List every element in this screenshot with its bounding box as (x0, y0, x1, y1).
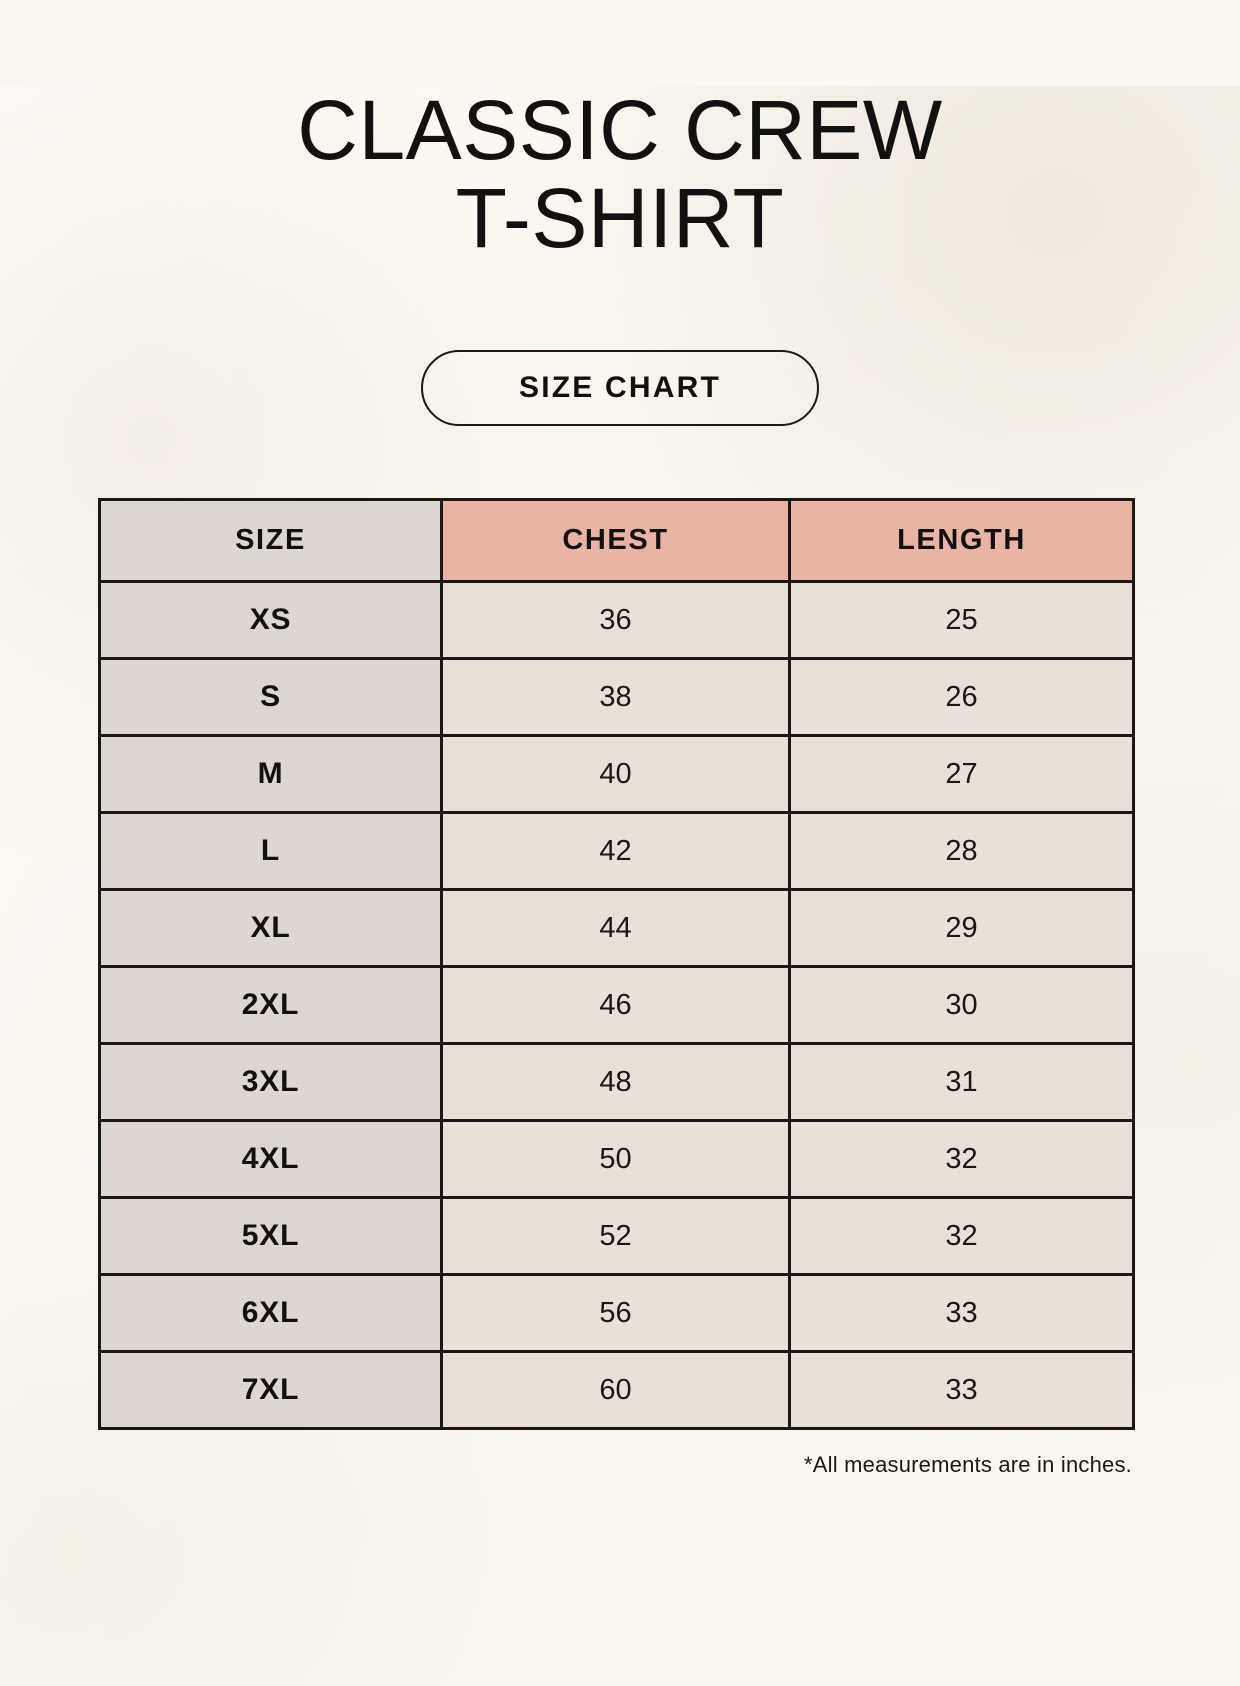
cell-size: 7XL (98, 1350, 443, 1431)
cell-size: M (98, 734, 443, 815)
cell-chest: 56 (440, 1273, 791, 1354)
page-title: CLASSIC CREW T-SHIRT (297, 83, 943, 266)
cell-length: 33 (788, 1273, 1135, 1354)
column-header-length: LENGTH (788, 498, 1135, 584)
table-row: M 40 27 (98, 734, 1135, 815)
cell-length: 25 (788, 580, 1135, 661)
table-row: 3XL 48 31 (98, 1042, 1135, 1123)
measurement-footnote: *All measurements are in inches. (804, 1452, 1132, 1478)
table-row: 7XL 60 33 (98, 1350, 1135, 1431)
size-chart-table: SIZE CHEST LENGTH XS 36 25 S 38 26 M 40 27 L 42 28 X… (98, 498, 1135, 1431)
cell-length: 33 (788, 1350, 1135, 1431)
cell-size: 4XL (98, 1119, 443, 1200)
size-chart-badge: SIZE CHART (421, 350, 819, 427)
table-row: 5XL 52 32 (98, 1196, 1135, 1277)
cell-length: 31 (788, 1042, 1135, 1123)
table-row: S 38 26 (98, 657, 1135, 738)
table-row: 2XL 46 30 (98, 965, 1135, 1046)
cell-size: 2XL (98, 965, 443, 1046)
cell-length: 32 (788, 1119, 1135, 1200)
cell-chest: 46 (440, 965, 791, 1046)
table-row: 6XL 56 33 (98, 1273, 1135, 1354)
table-row: 4XL 50 32 (98, 1119, 1135, 1200)
cell-chest: 36 (440, 580, 791, 661)
cell-length: 27 (788, 734, 1135, 815)
table-row: XL 44 29 (98, 888, 1135, 969)
table-header-row: SIZE CHEST LENGTH (98, 498, 1135, 584)
cell-length: 30 (788, 965, 1135, 1046)
cell-length: 26 (788, 657, 1135, 738)
cell-chest: 38 (440, 657, 791, 738)
column-header-chest: CHEST (440, 498, 791, 584)
cell-chest: 42 (440, 811, 791, 892)
cell-chest: 40 (440, 734, 791, 815)
size-chart-table-container: SIZE CHEST LENGTH XS 36 25 S 38 26 M 40 27 L 42 28 X… (98, 498, 1142, 1478)
cell-size: S (98, 657, 443, 738)
cell-size: 5XL (98, 1196, 443, 1277)
cell-chest: 60 (440, 1350, 791, 1431)
cell-length: 32 (788, 1196, 1135, 1277)
cell-chest: 50 (440, 1119, 791, 1200)
cell-length: 28 (788, 811, 1135, 892)
table-header: SIZE CHEST LENGTH (98, 498, 1135, 584)
cell-chest: 48 (440, 1042, 791, 1123)
cell-size: 6XL (98, 1273, 443, 1354)
cell-size: XL (98, 888, 443, 969)
cell-chest: 52 (440, 1196, 791, 1277)
column-header-size: SIZE (98, 498, 443, 584)
cell-chest: 44 (440, 888, 791, 969)
cell-size: L (98, 811, 443, 892)
table-row: L 42 28 (98, 811, 1135, 892)
cell-size: 3XL (98, 1042, 443, 1123)
table-row: XS 36 25 (98, 580, 1135, 661)
cell-size: XS (98, 580, 443, 661)
cell-length: 29 (788, 888, 1135, 969)
badge-container: SIZE CHART (98, 350, 1142, 427)
size-chart-page: CLASSIC CREW T-SHIRT SIZE CHART SIZE CHE… (0, 86, 1240, 1686)
table-body: XS 36 25 S 38 26 M 40 27 L 42 28 XL 44 29 2XL 46 30 3XL 48 3… (98, 580, 1135, 1431)
